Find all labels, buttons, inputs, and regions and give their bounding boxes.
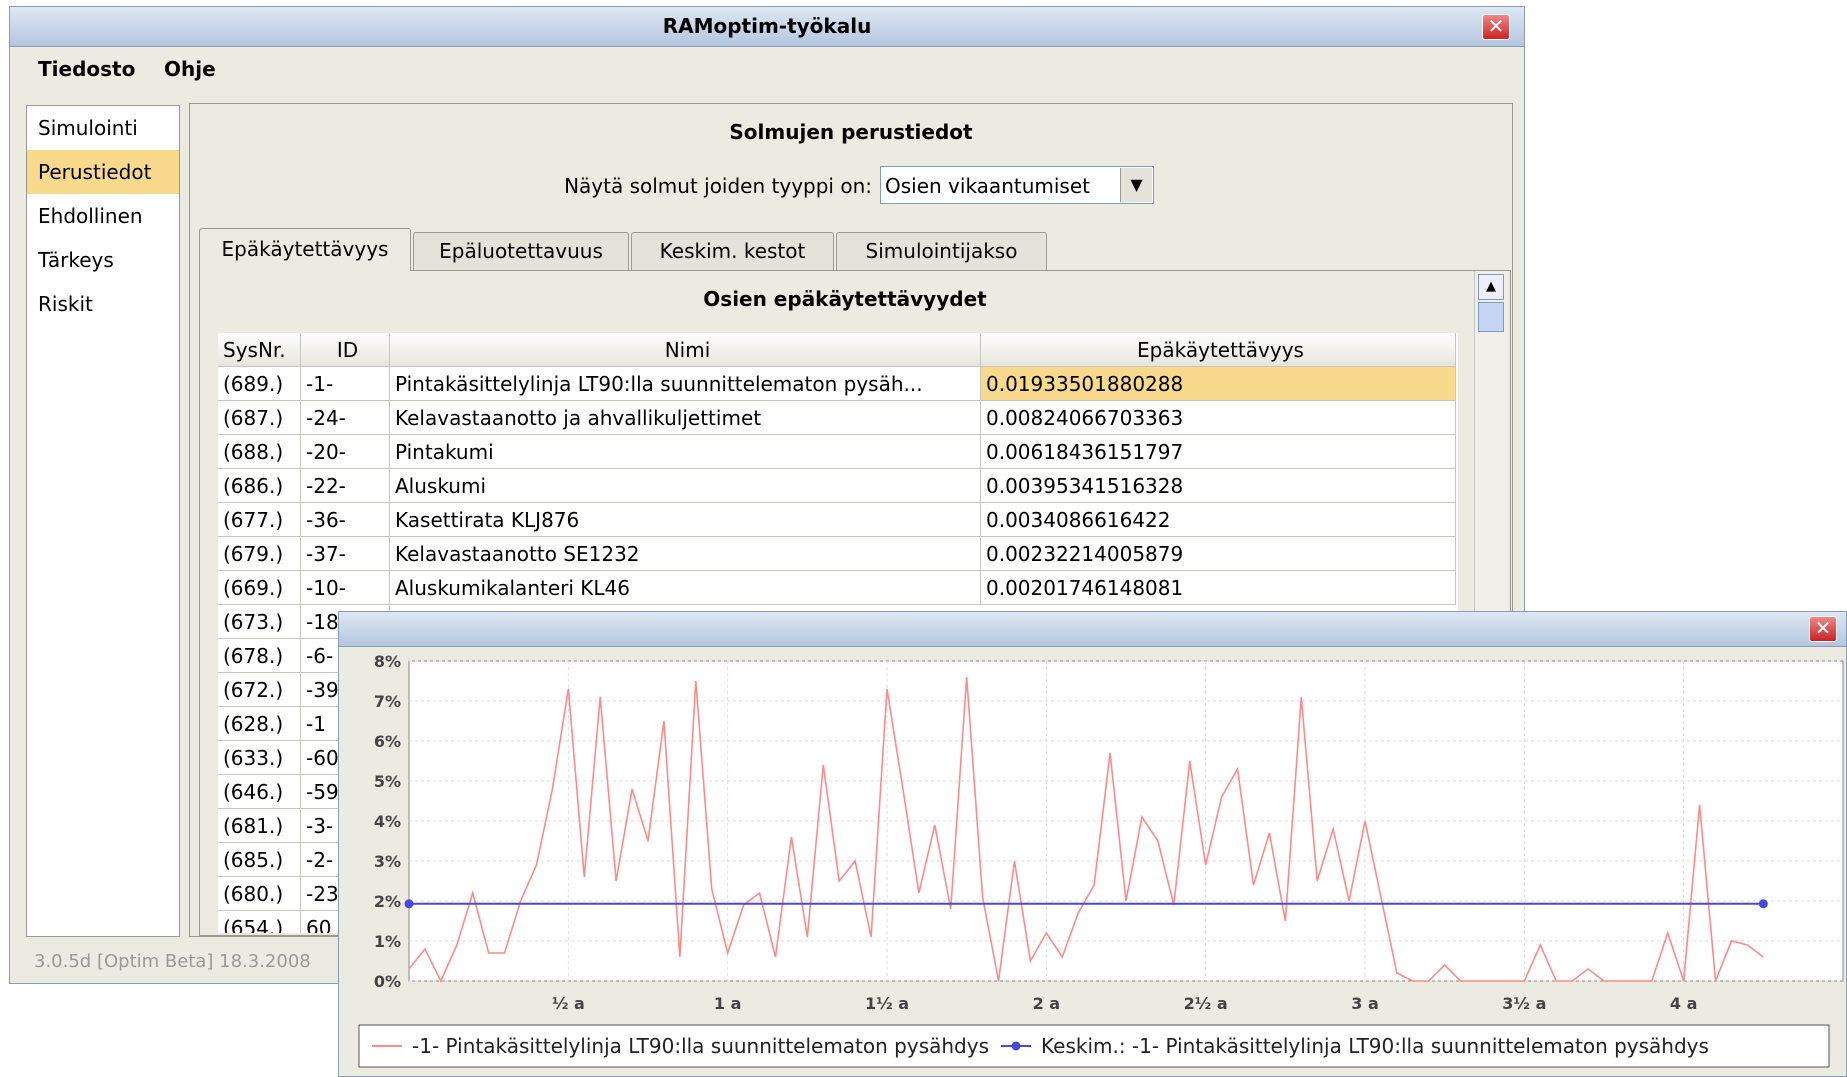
x-tick-label: ½ a (552, 994, 585, 1013)
x-tick-label: 1½ a (865, 994, 909, 1013)
tab[interactable]: Simulointijakso (836, 232, 1047, 270)
y-tick-label: 4% (374, 812, 401, 831)
combo-arrow[interactable]: ▼ (1120, 168, 1152, 202)
table-cell: 0.00824066703363 (981, 401, 1456, 435)
table-cell: (685.) (218, 843, 301, 877)
table-cell: -10- (301, 571, 390, 605)
y-tick-label: 5% (374, 772, 401, 791)
sidebar-item[interactable]: Tärkeys (38, 248, 114, 272)
tab[interactable]: Epäkäytettävyys (199, 228, 411, 271)
title-bar: RAMoptim-työkalu (10, 7, 1524, 47)
y-tick-label: 8% (374, 652, 401, 671)
chart-title-bar (339, 612, 1846, 647)
table-cell: (681.) (218, 809, 301, 843)
table-cell: (646.) (218, 775, 301, 809)
table-cell: -1- (301, 367, 390, 401)
column-header[interactable]: Epäkäytettävyys (981, 333, 1456, 367)
menu-item[interactable]: Ohje (164, 57, 216, 81)
table-cell: -20- (301, 435, 390, 469)
table-cell: (633.) (218, 741, 301, 775)
legend-label: -1- Pintakäsittelylinja LT90:lla suunnit… (412, 1034, 989, 1058)
menu-bar: Tiedosto Ohje (10, 49, 1524, 89)
table-cell: (673.) (218, 605, 301, 639)
sidebar-item[interactable]: Perustiedot (27, 150, 179, 194)
legend-label: Keskim.: -1- Pintakäsittelylinja LT90:ll… (1041, 1034, 1709, 1058)
table-cell: -2- (301, 843, 390, 877)
table-cell: (689.) (218, 367, 301, 401)
data-line (408, 676, 1764, 983)
tab[interactable]: Keskim. kestot (631, 232, 834, 270)
data-point (404, 899, 414, 909)
table-cell: 0.00618436151797 (981, 435, 1456, 469)
tab-bar: Epäkäytettävyys Epäluotettavuus Keskim. ke… (199, 228, 1509, 271)
sidebar: Simulointi Perustiedot Ehdollinen Tärkeys Ri… (26, 105, 180, 937)
table-cell: (686.) (218, 469, 301, 503)
column-header[interactable]: Nimi (390, 333, 981, 367)
table-cell: (688.) (218, 435, 301, 469)
table-cell: -36- (301, 503, 390, 537)
legend (358, 1024, 1830, 1068)
table-cell: (678.) (218, 639, 301, 673)
table-cell: -24- (301, 401, 390, 435)
chart-close-button[interactable]: ✕ (1809, 616, 1837, 642)
table-cell: 0.01933501880288 (981, 367, 1456, 401)
scroll-thumb[interactable] (1478, 302, 1504, 332)
table-cell: 0.00201746148081 (981, 571, 1456, 605)
x-tick-label: 3½ a (1502, 994, 1546, 1013)
table-cell: (679.) (218, 537, 301, 571)
x-tick-label: 2 a (1033, 994, 1061, 1013)
y-tick-label: 1% (374, 932, 401, 951)
filter-label: Näytä solmut joiden tyyppi on: (564, 174, 872, 198)
scroll-up[interactable]: ▲ (1478, 274, 1504, 300)
table-cell: Aluskumikalanteri KL46 (390, 571, 981, 605)
x-tick-label: 2½ a (1184, 994, 1228, 1013)
table-cell: (680.) (218, 877, 301, 911)
table-cell: (687.) (218, 401, 301, 435)
table-cell: -59 (301, 775, 390, 809)
table-cell: 0.00395341516328 (981, 469, 1456, 503)
y-tick-label: 6% (374, 732, 401, 751)
y-tick-label: 0% (374, 972, 401, 991)
y-tick-label: 7% (374, 692, 401, 711)
table-cell: (654.) (218, 911, 301, 933)
panel-title: Solmujen perustiedot (729, 120, 973, 144)
legend-marker (1011, 1041, 1021, 1051)
table-cell: Aluskumi (390, 469, 981, 503)
column-header[interactable]: ID (301, 333, 390, 367)
table-cell: (628.) (218, 707, 301, 741)
window-title: RAMoptim-työkalu (662, 14, 872, 38)
y-tick-label: 3% (374, 852, 401, 871)
table-cell: -22- (301, 469, 390, 503)
data-point (1758, 899, 1768, 909)
tab[interactable]: Epäluotettavuus (413, 232, 629, 270)
table-cell: (672.) (218, 673, 301, 707)
menu-item[interactable]: Tiedosto (38, 57, 136, 81)
table-cell: 0.00232214005879 (981, 537, 1456, 571)
table-cell: Kelavastaanotto ja ahvallikuljettimet (390, 401, 981, 435)
close-button[interactable]: ✕ (1482, 14, 1510, 40)
column-header[interactable]: SysNr. (218, 333, 301, 367)
y-tick-label: 2% (374, 892, 401, 911)
table-cell: 0.0034086616422 (981, 503, 1456, 537)
table-cell: (677.) (218, 503, 301, 537)
table-cell: Kelavastaanotto SE1232 (390, 537, 981, 571)
status-bar: 3.0.5d [Optim Beta] 18.3.2008 (34, 951, 311, 972)
combo-value: Osien vikaantumiset (885, 174, 1090, 198)
table-cell: Kasettirata KLJ876 (390, 503, 981, 537)
table-cell: -37- (301, 537, 390, 571)
table-cell: Pintakäsittelylinja LT90:lla suunnittele… (390, 367, 981, 401)
sidebar-item[interactable]: Ehdollinen (38, 204, 143, 228)
chart: 0% 1% 2% 3% 4% 5% 6% 7% 8% ½ a 1 a 1½ a 2 a 2½ a 3 a 3½… (358, 652, 1844, 1068)
x-tick-label: 4 a (1670, 994, 1698, 1013)
table-cell: Pintakumi (390, 435, 981, 469)
sidebar-item[interactable]: Simulointi (38, 116, 138, 140)
sidebar-item[interactable]: Riskit (38, 292, 93, 316)
x-tick-label: 3 a (1351, 994, 1379, 1013)
combo-box[interactable]: Osien vikaantumiset ▼ (880, 166, 1154, 204)
table-cell: (669.) (218, 571, 301, 605)
table-title: Osien epäkäytettävyydet (703, 287, 987, 311)
x-tick-label: 1 a (714, 994, 742, 1013)
